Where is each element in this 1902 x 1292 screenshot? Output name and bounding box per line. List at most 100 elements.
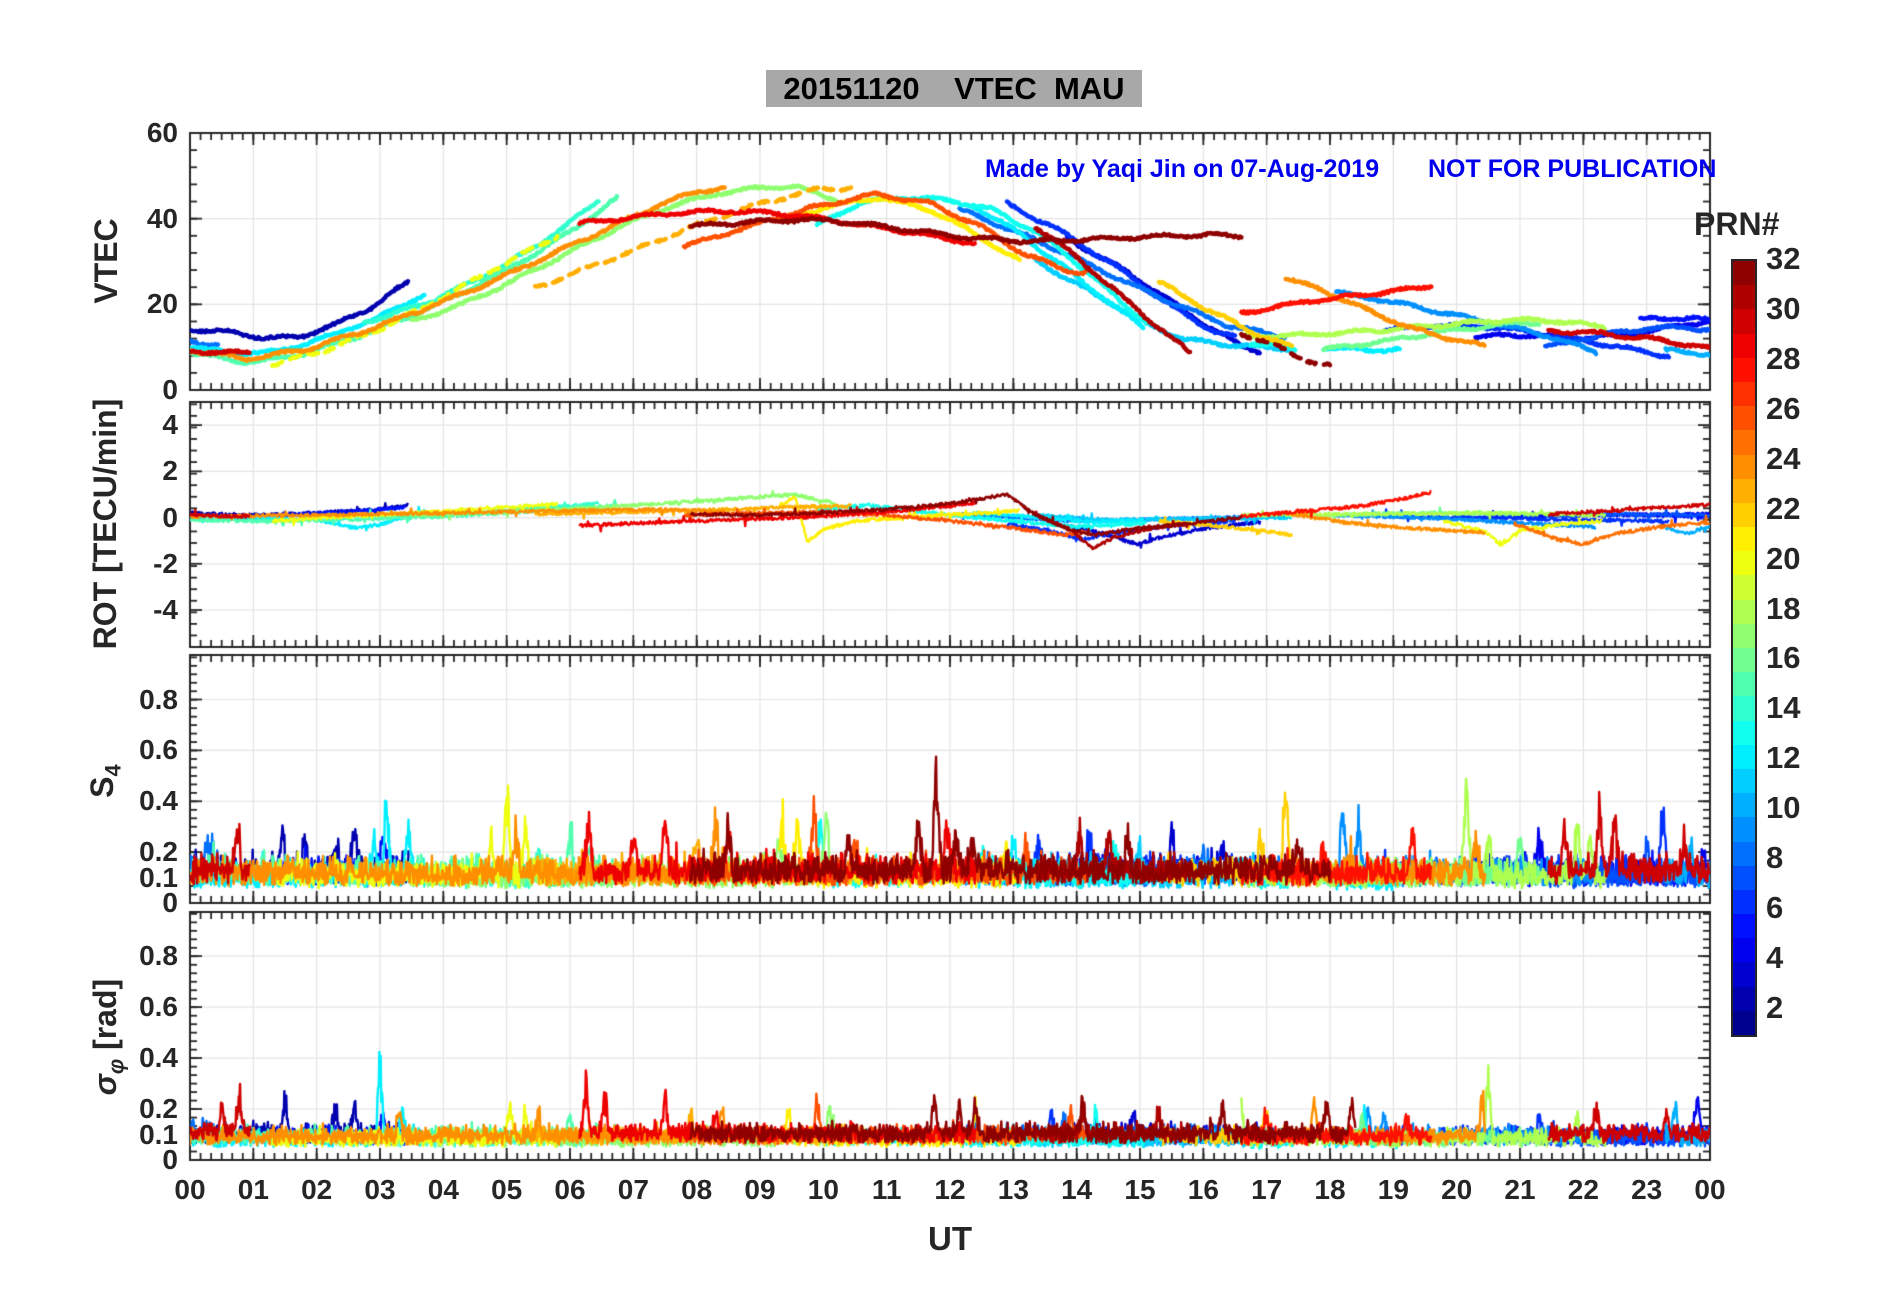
colorbar-cell xyxy=(1733,648,1755,673)
colorbar-cell xyxy=(1733,357,1755,382)
colorbar-cell xyxy=(1733,575,1755,600)
x-tick-label: 13 xyxy=(997,1174,1029,1205)
y-tick-label: 0.2 xyxy=(139,1093,178,1125)
colorbar-tick-label: 6 xyxy=(1766,890,1784,926)
colorbar-cell xyxy=(1733,261,1755,286)
x-tick-label: 15 xyxy=(1124,1174,1156,1205)
y-tick-label: 2 xyxy=(162,455,178,487)
colorbar-tick-label: 4 xyxy=(1766,940,1784,976)
colorbar-cell xyxy=(1733,720,1755,745)
colorbar-cell xyxy=(1733,793,1755,818)
y-tick-label: 40 xyxy=(146,202,178,234)
y-tick-label: 0.6 xyxy=(139,991,178,1023)
y-tick-label: 0.8 xyxy=(139,940,178,972)
y-tick-label: 4 xyxy=(162,409,178,441)
colorbar-tick-label: 26 xyxy=(1766,390,1801,426)
x-tick-label: 17 xyxy=(1251,1174,1283,1205)
colorbar-cell xyxy=(1733,768,1755,794)
colorbar xyxy=(1731,259,1757,1037)
x-tick-label: 03 xyxy=(364,1174,396,1205)
x-tick-label: 09 xyxy=(744,1174,776,1205)
colorbar-cell xyxy=(1733,938,1755,963)
y-tick-label: 0 xyxy=(162,501,178,533)
x-tick-label: 05 xyxy=(491,1174,523,1205)
x-tick-label: 12 xyxy=(934,1174,966,1205)
colorbar-cell xyxy=(1733,672,1755,697)
y-tick-label: 20 xyxy=(146,288,178,320)
x-tick-label: 18 xyxy=(1314,1174,1346,1205)
colorbar-tick-label: 10 xyxy=(1766,790,1801,826)
colorbar-cell xyxy=(1733,454,1755,479)
colorbar-tick-label: 2 xyxy=(1766,990,1784,1026)
y-tick-label: 0.4 xyxy=(139,785,178,817)
x-tick-label: 23 xyxy=(1631,1174,1663,1205)
x-tick-label: 02 xyxy=(301,1174,333,1205)
y-tick-label: 0.1 xyxy=(139,861,178,893)
x-axis-label: UT xyxy=(928,1220,972,1257)
colorbar-tick-label: 32 xyxy=(1766,241,1801,276)
y-tick-label: 0.8 xyxy=(139,683,178,715)
colorbar-cell xyxy=(1733,744,1755,769)
y-tick-label: 0 xyxy=(162,1144,178,1175)
colorbar-tick-label: 20 xyxy=(1766,540,1801,576)
colorbar-tick-label: 28 xyxy=(1766,340,1801,376)
colorbar-cell xyxy=(1733,623,1755,648)
x-tick-label: 16 xyxy=(1187,1174,1219,1205)
colorbar-tick-label: 12 xyxy=(1766,740,1801,776)
x-tick-label: 04 xyxy=(427,1174,459,1205)
colorbar-cell xyxy=(1733,889,1755,915)
colorbar-cell xyxy=(1733,285,1755,310)
x-tick-label: 14 xyxy=(1061,1174,1093,1205)
colorbar-tick-label: 30 xyxy=(1766,290,1801,326)
colorbar-cell xyxy=(1733,527,1755,552)
colorbar-cell xyxy=(1733,381,1755,407)
x-tick-label: 00 xyxy=(174,1174,206,1205)
colorbar-tick-label: 24 xyxy=(1766,440,1801,476)
x-tick-label: 11 xyxy=(871,1174,902,1205)
x-tick-label: 10 xyxy=(807,1174,839,1205)
colorbar-tick-label: 18 xyxy=(1766,590,1801,626)
x-tick-label: 06 xyxy=(554,1174,586,1205)
y-tick-label: 0.1 xyxy=(139,1118,178,1150)
not-for-publication-annotation: NOT FOR PUBLICATION xyxy=(1428,155,1717,183)
colorbar-cell xyxy=(1733,502,1755,528)
y-tick-label: 0.2 xyxy=(139,836,178,868)
colorbar-cell xyxy=(1733,406,1755,431)
colorbar-cell xyxy=(1733,430,1755,455)
y-tick-label: 0.4 xyxy=(139,1042,178,1074)
x-tick-label: 00 xyxy=(1694,1174,1726,1205)
colorbar-tick-label: 8 xyxy=(1766,840,1784,876)
x-tick-label: 22 xyxy=(1567,1174,1599,1205)
credit-annotation: Made by Yaqi Jin on 07-Aug-2019 xyxy=(985,155,1380,183)
colorbar-tick-label: 16 xyxy=(1766,640,1801,676)
x-tick-label: 01 xyxy=(237,1174,269,1205)
colorbar-cell xyxy=(1733,1010,1755,1035)
colorbar-cell xyxy=(1733,986,1755,1011)
colorbar-title: PRN# xyxy=(1694,206,1780,242)
colorbar-cell xyxy=(1733,841,1755,866)
colorbar-tick-label: 22 xyxy=(1766,490,1801,526)
y-tick-label: 0.6 xyxy=(139,734,178,766)
y-tick-label: -2 xyxy=(153,547,178,579)
y-tick-label: 0 xyxy=(162,887,178,918)
x-tick-label: 07 xyxy=(617,1174,649,1205)
colorbar-cell xyxy=(1733,333,1755,358)
colorbar-cell xyxy=(1733,478,1755,503)
y-tick-label: -4 xyxy=(153,594,178,626)
colorbar-cell xyxy=(1733,599,1755,624)
colorbar-cell xyxy=(1733,962,1755,987)
colorbar-cell xyxy=(1733,865,1755,890)
x-tick-label: 19 xyxy=(1377,1174,1409,1205)
colorbar-cell xyxy=(1733,914,1755,939)
x-tick-label: 21 xyxy=(1504,1174,1536,1205)
y-tick-label: 60 xyxy=(146,117,178,148)
x-tick-label: 20 xyxy=(1441,1174,1473,1205)
colorbar-cell xyxy=(1733,696,1755,721)
x-tick-label: 08 xyxy=(681,1174,713,1205)
colorbar-cell xyxy=(1733,551,1755,576)
chart-title: 20151120 VTEC MAU xyxy=(766,70,1142,107)
colorbar-cell xyxy=(1733,817,1755,842)
y-tick-label: 0 xyxy=(162,374,178,405)
